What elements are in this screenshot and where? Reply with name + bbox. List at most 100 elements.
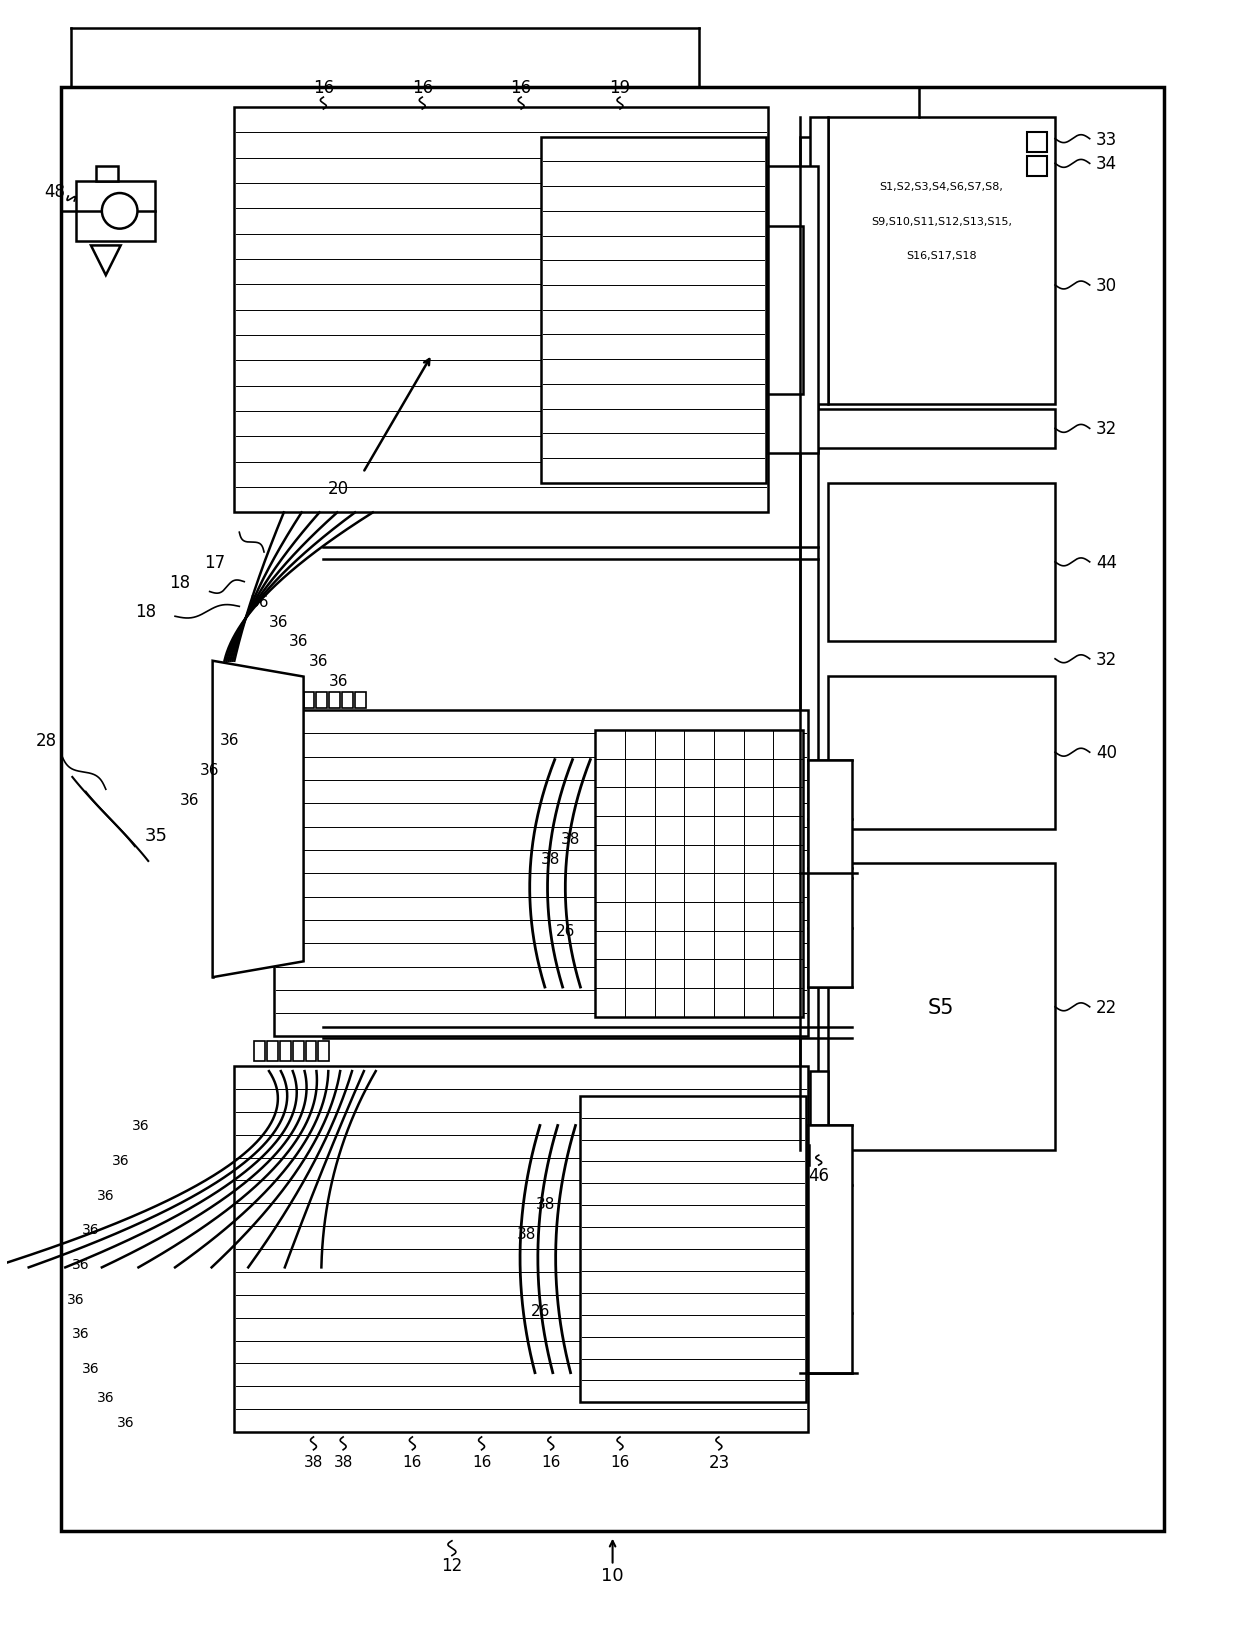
Text: 38: 38: [541, 852, 560, 867]
Text: 18: 18: [170, 574, 191, 592]
Bar: [237, 1159, 806, 1180]
Bar: [595, 730, 804, 1017]
Bar: [237, 337, 766, 360]
Text: 16: 16: [541, 1454, 560, 1469]
Bar: [237, 1136, 806, 1157]
Bar: [237, 1341, 806, 1363]
Bar: [237, 1113, 806, 1134]
Bar: [237, 1387, 806, 1408]
Text: 10: 10: [601, 1566, 624, 1584]
Text: 16: 16: [610, 1454, 630, 1469]
Text: 36: 36: [112, 1154, 129, 1167]
Bar: [237, 388, 766, 411]
Text: 34: 34: [1096, 155, 1117, 173]
Bar: [275, 991, 806, 1012]
Text: 18: 18: [135, 603, 156, 621]
Bar: [237, 1364, 806, 1386]
Text: 20: 20: [327, 479, 348, 497]
Bar: [237, 1205, 806, 1226]
Bar: [810, 409, 1055, 448]
Text: 36: 36: [82, 1361, 99, 1374]
Text: 16: 16: [312, 80, 334, 98]
Text: 32: 32: [1096, 421, 1117, 438]
Text: 36: 36: [82, 1222, 99, 1237]
Text: 38: 38: [560, 831, 580, 848]
Bar: [275, 921, 806, 942]
Text: 36: 36: [309, 654, 329, 668]
Bar: [319, 1042, 330, 1061]
Bar: [304, 693, 315, 709]
Bar: [237, 311, 766, 334]
Bar: [355, 693, 366, 709]
Text: 12: 12: [441, 1557, 463, 1575]
Bar: [827, 864, 1055, 1151]
Bar: [237, 210, 766, 233]
Text: 36: 36: [117, 1415, 134, 1430]
Text: 36: 36: [200, 763, 219, 778]
Text: 19: 19: [609, 80, 631, 98]
Text: 26: 26: [531, 1302, 551, 1319]
Bar: [275, 898, 806, 919]
Text: 23: 23: [708, 1452, 729, 1470]
Text: 16: 16: [472, 1454, 491, 1469]
Bar: [580, 1095, 806, 1402]
Text: 44: 44: [1096, 554, 1117, 572]
Bar: [280, 1042, 290, 1061]
Bar: [237, 1250, 806, 1271]
Bar: [237, 160, 766, 183]
Bar: [267, 1042, 278, 1061]
Bar: [237, 1410, 806, 1431]
Bar: [237, 412, 766, 437]
Bar: [275, 758, 806, 779]
Bar: [808, 760, 852, 988]
Bar: [237, 236, 766, 259]
Bar: [342, 693, 353, 709]
Bar: [810, 1071, 827, 1151]
Text: 38: 38: [516, 1226, 536, 1242]
Bar: [237, 261, 766, 284]
Bar: [275, 968, 806, 989]
Text: 36: 36: [97, 1188, 114, 1201]
Polygon shape: [212, 662, 304, 978]
Bar: [800, 137, 817, 1224]
Bar: [237, 1227, 806, 1249]
Bar: [275, 735, 806, 756]
Text: 32: 32: [1096, 650, 1117, 668]
Text: 35: 35: [144, 826, 167, 844]
Bar: [1028, 158, 1047, 178]
Bar: [275, 851, 806, 872]
Bar: [237, 463, 766, 487]
Bar: [237, 184, 766, 209]
Text: 33: 33: [1096, 130, 1117, 148]
Bar: [330, 693, 340, 709]
Text: 36: 36: [97, 1390, 114, 1405]
Bar: [275, 828, 806, 849]
Bar: [237, 134, 766, 158]
Text: 36: 36: [180, 792, 200, 807]
Bar: [293, 1042, 304, 1061]
Bar: [237, 287, 766, 310]
Text: 36: 36: [219, 734, 239, 748]
Bar: [275, 875, 806, 897]
Bar: [95, 168, 118, 183]
Bar: [541, 137, 766, 484]
Bar: [275, 1014, 806, 1035]
Bar: [275, 712, 806, 734]
Bar: [305, 1042, 316, 1061]
Text: 17: 17: [205, 554, 226, 572]
Text: 16: 16: [511, 80, 532, 98]
Bar: [275, 782, 806, 804]
Text: 22: 22: [1096, 998, 1117, 1015]
Text: 36: 36: [131, 1118, 149, 1133]
Text: 46: 46: [808, 1165, 830, 1183]
Bar: [61, 88, 1164, 1531]
Text: S1,S2,S3,S4,S6,S7,S8,: S1,S2,S3,S4,S6,S7,S8,: [879, 183, 1003, 192]
Bar: [234, 1066, 808, 1433]
Text: 36: 36: [289, 634, 309, 649]
Bar: [234, 108, 769, 513]
Bar: [237, 1319, 806, 1340]
Bar: [237, 1068, 806, 1089]
Bar: [237, 438, 766, 461]
Bar: [237, 109, 766, 132]
Text: 40: 40: [1096, 743, 1117, 761]
